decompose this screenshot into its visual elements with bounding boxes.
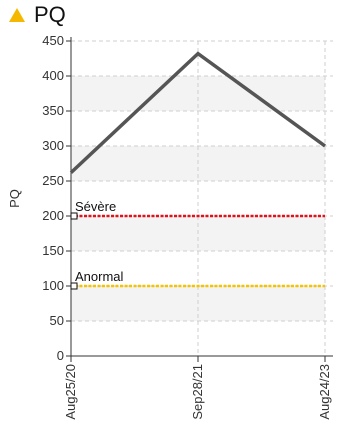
threshold-label: Anormal (75, 269, 124, 284)
x-tick-label: Sep28/21 (190, 364, 205, 420)
y-tick-label: 150 (42, 243, 64, 258)
threshold-marker (70, 212, 78, 220)
y-tick-label: 450 (42, 33, 64, 48)
series-line (69, 51, 327, 174)
y-tick-label: 400 (42, 68, 64, 83)
chart-header: PQ (8, 2, 66, 28)
y-tick-label: 50 (50, 313, 64, 328)
y-tick-label: 250 (42, 173, 64, 188)
threshold-marker (70, 282, 78, 290)
y-tick-label: 350 (42, 103, 64, 118)
y-axis-label: PQ (7, 189, 22, 208)
x-tick-label: Aug25/20 (63, 364, 78, 420)
y-tick-label: 300 (42, 138, 64, 153)
y-tick-label: 200 (42, 208, 64, 223)
y-tick-label: 0 (57, 348, 64, 363)
warning-triangle-icon (9, 8, 25, 22)
threshold-label: Sévère (75, 199, 116, 214)
x-tick-label: Aug24/23 (317, 364, 332, 420)
y-tick-label: 100 (42, 278, 64, 293)
chart-title: PQ (34, 2, 66, 27)
